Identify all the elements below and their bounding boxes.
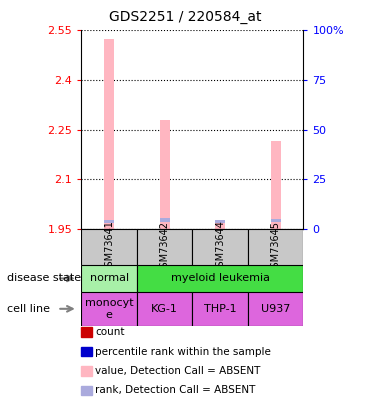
Bar — [160, 120, 170, 229]
Text: normal: normal — [90, 273, 129, 283]
Text: GDS2251 / 220584_at: GDS2251 / 220584_at — [109, 10, 261, 24]
Text: GSM73641: GSM73641 — [104, 221, 114, 273]
Bar — [271, 219, 281, 222]
FancyBboxPatch shape — [81, 229, 137, 265]
FancyBboxPatch shape — [81, 292, 137, 326]
FancyBboxPatch shape — [248, 229, 303, 265]
FancyBboxPatch shape — [192, 292, 248, 326]
Text: count: count — [95, 327, 125, 337]
Text: GSM73644: GSM73644 — [215, 221, 225, 273]
Bar — [160, 218, 170, 222]
FancyBboxPatch shape — [81, 265, 137, 292]
Text: THP-1: THP-1 — [204, 304, 236, 314]
Text: rank, Detection Call = ABSENT: rank, Detection Call = ABSENT — [95, 386, 256, 395]
Text: monocyt
e: monocyt e — [85, 298, 134, 320]
Bar — [104, 38, 114, 229]
Text: myeloid leukemia: myeloid leukemia — [171, 273, 270, 283]
FancyBboxPatch shape — [137, 292, 192, 326]
FancyBboxPatch shape — [137, 265, 303, 292]
Text: U937: U937 — [261, 304, 290, 314]
FancyBboxPatch shape — [248, 292, 303, 326]
Bar — [215, 220, 225, 223]
Text: GSM73642: GSM73642 — [159, 221, 170, 273]
Bar — [104, 220, 114, 223]
Bar — [215, 221, 225, 229]
Bar — [271, 141, 281, 229]
Text: value, Detection Call = ABSENT: value, Detection Call = ABSENT — [95, 366, 261, 376]
Text: percentile rank within the sample: percentile rank within the sample — [95, 347, 271, 356]
Text: GSM73645: GSM73645 — [270, 221, 281, 273]
FancyBboxPatch shape — [192, 229, 248, 265]
Text: disease state: disease state — [7, 273, 81, 283]
Text: KG-1: KG-1 — [151, 304, 178, 314]
FancyBboxPatch shape — [137, 229, 192, 265]
Text: cell line: cell line — [7, 304, 50, 314]
